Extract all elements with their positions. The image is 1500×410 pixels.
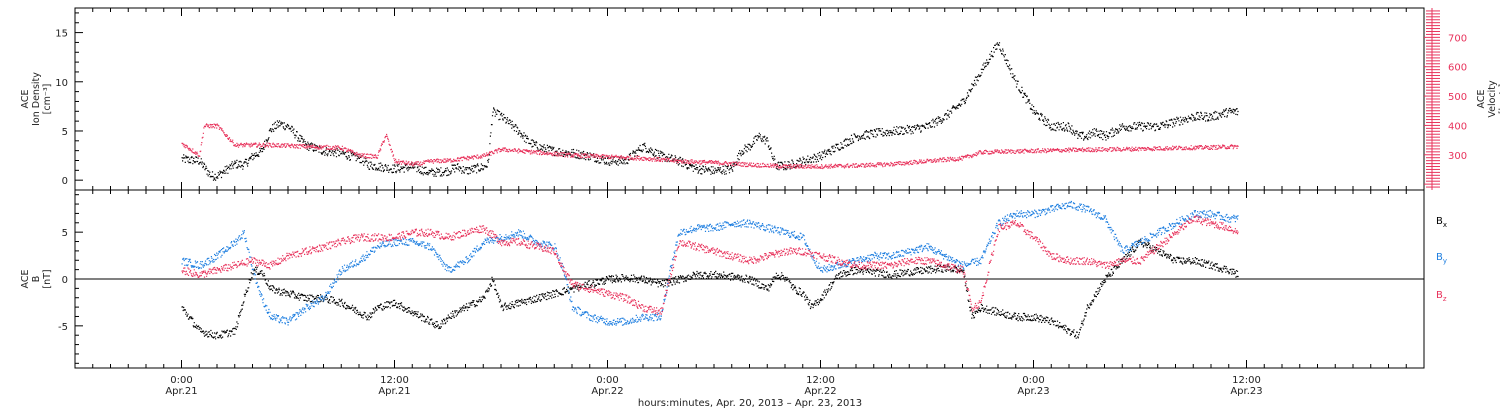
velocity-tick-label: 700	[1448, 33, 1467, 44]
bottom-ytick-label: 5	[62, 228, 68, 239]
series-by-points	[181, 200, 1239, 326]
velocity-tick-label: 300	[1448, 151, 1467, 162]
xtick-time-label: 12:00	[1232, 375, 1261, 386]
legend-bz: Bz	[1436, 290, 1447, 303]
xtick-date-label: Apr.21	[378, 386, 410, 397]
velocity-tick-label: 600	[1448, 63, 1467, 74]
top-y2label-line: Velocity	[1487, 80, 1498, 118]
magnetic-field-panel: -5 0 5 ACE B [nT] Bx By Bz	[20, 189, 1447, 369]
bottom-ylabel-line: B	[31, 276, 42, 283]
bottom-ylabel: ACE B [nT]	[20, 269, 53, 288]
legend-bx: Bx	[1436, 216, 1447, 229]
series-bz-points	[181, 215, 1239, 316]
velocity-tick-label: 500	[1448, 92, 1467, 103]
bottom-ytick-label: -5	[58, 322, 68, 333]
top-ylabel-line: [cm⁻³]	[42, 84, 53, 115]
top-y2label-line: [km/s]	[1498, 84, 1500, 114]
xtick-date-label: Apr.23	[1230, 386, 1262, 397]
top-ylabel-line: Ion Density	[31, 72, 42, 126]
xtick-date-label: Apr.22	[591, 386, 623, 397]
time-axis: 0:00Apr.2112:00Apr.210:00Apr.2212:00Apr.…	[92, 8, 1407, 397]
top-ylabel: ACE Ion Density [cm⁻³]	[20, 72, 53, 126]
series-bx-points	[181, 238, 1239, 340]
series-velocity	[181, 123, 1239, 170]
xtick-date-label: Apr.23	[1017, 386, 1049, 397]
top-ylabel-line: ACE	[20, 90, 31, 109]
xtick-time-label: 0:00	[596, 375, 618, 386]
series-velocity-points	[181, 123, 1239, 170]
xtick-time-label: 0:00	[1022, 375, 1044, 386]
top-ytick-label: 5	[62, 127, 68, 138]
series-by	[181, 200, 1239, 326]
series-bz	[181, 215, 1239, 316]
bottom-ylabel-line: [nT]	[42, 269, 53, 288]
top-ytick-label: 15	[55, 29, 68, 40]
top-ytick-label: 10	[55, 78, 68, 89]
top-y2label: ACE Velocity [km/s]	[1476, 80, 1500, 118]
series-bx	[181, 238, 1239, 340]
x-axis-label: hours:minutes, Apr. 20, 2013 – Apr. 23, …	[638, 398, 862, 409]
xtick-date-label: Apr.21	[165, 386, 197, 397]
xtick-date-label: Apr.22	[804, 386, 836, 397]
velocity-tick-label: 400	[1448, 121, 1467, 132]
legend-by: By	[1436, 252, 1447, 265]
xtick-time-label: 0:00	[170, 375, 192, 386]
bottom-ytick-label: 0	[62, 275, 68, 286]
xtick-time-label: 12:00	[806, 375, 835, 386]
top-ytick-label: 0	[62, 176, 68, 187]
xtick-time-label: 12:00	[380, 375, 409, 386]
top-y2label-line: ACE	[1476, 90, 1487, 109]
bottom-ylabel-line: ACE	[20, 270, 31, 289]
